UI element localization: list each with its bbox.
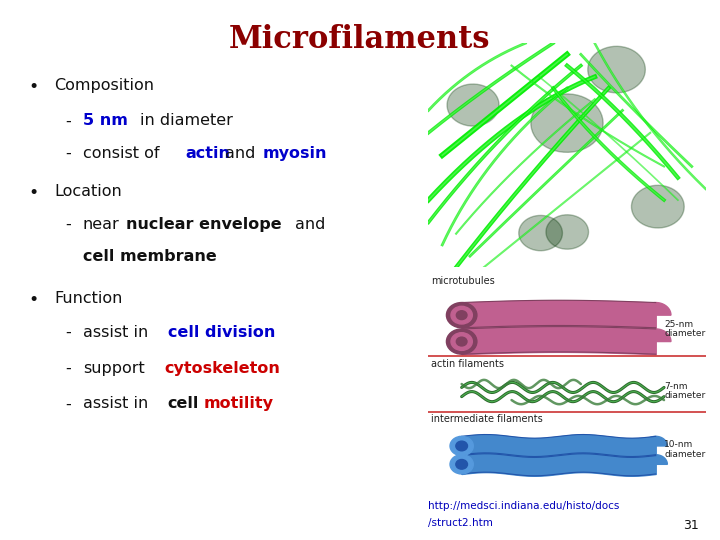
Text: -: - (65, 325, 71, 340)
Text: and: and (225, 146, 256, 161)
Polygon shape (641, 329, 671, 342)
Circle shape (456, 460, 467, 469)
Text: 25-nm: 25-nm (664, 320, 693, 329)
Text: 10-nm: 10-nm (664, 440, 693, 449)
Circle shape (456, 441, 467, 451)
Text: 7-nm: 7-nm (664, 382, 688, 391)
Text: motility: motility (204, 396, 274, 411)
Text: -: - (65, 146, 71, 161)
Polygon shape (447, 84, 499, 126)
Circle shape (451, 333, 472, 350)
Text: assist in: assist in (83, 396, 148, 411)
Text: cell membrane: cell membrane (83, 249, 217, 265)
Circle shape (456, 310, 467, 320)
Text: -: - (65, 361, 71, 376)
Text: Composition: Composition (54, 78, 154, 93)
Text: •: • (29, 184, 39, 201)
Text: -: - (65, 113, 71, 129)
Text: diameter: diameter (664, 449, 706, 458)
Polygon shape (641, 302, 671, 315)
Text: assist in: assist in (83, 325, 148, 340)
Text: intermediate filaments: intermediate filaments (431, 414, 543, 424)
Text: diameter: diameter (664, 329, 706, 338)
Text: in diameter: in diameter (140, 113, 233, 129)
Circle shape (456, 337, 467, 346)
Circle shape (450, 436, 473, 456)
Polygon shape (546, 215, 588, 249)
Text: Function: Function (54, 291, 122, 306)
Text: 31: 31 (683, 519, 698, 532)
Polygon shape (631, 185, 684, 228)
Text: http://medsci.indiana.edu/histo/docs: http://medsci.indiana.edu/histo/docs (428, 501, 620, 511)
Polygon shape (644, 455, 667, 464)
Circle shape (451, 306, 472, 324)
Text: Location: Location (54, 184, 122, 199)
Text: 10μm: 10μm (657, 242, 679, 252)
Polygon shape (644, 436, 667, 446)
Text: and: and (295, 217, 325, 232)
Text: actin filaments: actin filaments (431, 359, 504, 369)
Text: cytoskeleton: cytoskeleton (164, 361, 280, 376)
Polygon shape (519, 215, 562, 251)
Circle shape (446, 329, 477, 354)
Polygon shape (531, 94, 603, 152)
Text: near: near (83, 217, 120, 232)
Text: cell division: cell division (168, 325, 275, 340)
Circle shape (446, 302, 477, 328)
Text: •: • (29, 291, 39, 308)
Text: consist of: consist of (83, 146, 159, 161)
Text: 5 nm: 5 nm (83, 113, 127, 129)
Text: actin: actin (186, 146, 230, 161)
Text: Microfilaments: Microfilaments (229, 24, 491, 55)
Text: -: - (65, 396, 71, 411)
Text: diameter: diameter (664, 391, 706, 400)
Text: microtubules: microtubules (431, 276, 495, 286)
Text: cell: cell (168, 396, 199, 411)
Text: nuclear envelope: nuclear envelope (126, 217, 282, 232)
Text: support: support (83, 361, 145, 376)
Text: -: - (65, 217, 71, 232)
Text: /struct2.htm: /struct2.htm (428, 518, 493, 529)
Circle shape (450, 455, 473, 474)
Text: myosin: myosin (263, 146, 328, 161)
Polygon shape (588, 46, 645, 93)
Text: •: • (29, 78, 39, 96)
